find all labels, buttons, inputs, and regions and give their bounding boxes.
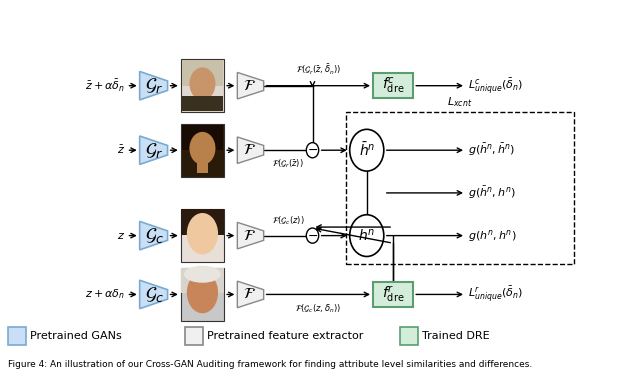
Bar — [185, 327, 203, 345]
Polygon shape — [140, 136, 168, 164]
Text: $\mathcal{G}_r$: $\mathcal{G}_r$ — [145, 141, 164, 160]
Text: $\bar{z} + \alpha\bar{\delta}_n$: $\bar{z} + \alpha\bar{\delta}_n$ — [84, 78, 125, 94]
Text: $\mathcal{G}_c$: $\mathcal{G}_c$ — [145, 285, 164, 304]
Polygon shape — [140, 222, 168, 250]
Polygon shape — [237, 281, 264, 308]
Bar — [180, 209, 224, 262]
Text: $L^c_{unique}(\bar{\delta}_n)$: $L^c_{unique}(\bar{\delta}_n)$ — [467, 76, 523, 96]
Polygon shape — [237, 73, 264, 99]
Text: $\mathcal{F}$: $\mathcal{F}$ — [243, 79, 255, 93]
Text: Trained DRE: Trained DRE — [422, 331, 490, 341]
Bar — [197, 162, 208, 173]
Text: $-$: $-$ — [307, 143, 318, 156]
Ellipse shape — [184, 266, 221, 283]
Ellipse shape — [187, 272, 218, 313]
Circle shape — [349, 129, 384, 171]
Polygon shape — [140, 280, 168, 309]
Text: $L^r_{unique}(\bar{\delta}_n)$: $L^r_{unique}(\bar{\delta}_n)$ — [467, 285, 523, 304]
Text: $g(\bar{h}^n, h^n)$: $g(\bar{h}^n, h^n)$ — [467, 185, 515, 201]
Text: $z$: $z$ — [117, 231, 125, 241]
Bar — [182, 125, 223, 150]
Text: $\mathcal{F}(\mathcal{G}_r(\bar{z}, \bar{\delta}_n))$: $\mathcal{F}(\mathcal{G}_r(\bar{z}, \bar… — [296, 63, 341, 77]
Ellipse shape — [189, 67, 216, 100]
Bar — [182, 96, 223, 111]
Polygon shape — [140, 71, 168, 100]
Text: $\mathcal{F}(\mathcal{G}_c(z, \delta_n))$: $\mathcal{F}(\mathcal{G}_c(z, \delta_n))… — [295, 303, 341, 316]
Bar — [180, 124, 224, 177]
Text: $h^n$: $h^n$ — [358, 228, 376, 244]
Text: $f^c_{\mathrm{dre}}$: $f^c_{\mathrm{dre}}$ — [382, 76, 404, 96]
FancyBboxPatch shape — [373, 73, 413, 98]
Bar — [346, 112, 573, 264]
Bar — [8, 327, 26, 345]
Bar — [400, 327, 418, 345]
Bar — [180, 268, 224, 321]
Text: $L_{xcnt}$: $L_{xcnt}$ — [447, 96, 472, 109]
Text: $\mathcal{F}$: $\mathcal{F}$ — [243, 228, 255, 243]
Circle shape — [307, 228, 319, 243]
Text: $z + \alpha\delta_n$: $z + \alpha\delta_n$ — [85, 288, 125, 301]
Bar — [197, 97, 208, 108]
Text: $\mathcal{G}_r$: $\mathcal{G}_r$ — [145, 76, 164, 95]
Bar — [180, 268, 224, 293]
Circle shape — [349, 215, 384, 256]
Circle shape — [307, 142, 319, 158]
Text: $\bar{h}^n$: $\bar{h}^n$ — [358, 141, 375, 159]
Text: $\mathcal{G}_c$: $\mathcal{G}_c$ — [145, 226, 164, 245]
Text: Pretrained feature extractor: Pretrained feature extractor — [207, 331, 364, 341]
Text: Figure 4: An illustration of our Cross-GAN Auditing framework for finding attrib: Figure 4: An illustration of our Cross-G… — [8, 359, 532, 369]
Text: $-$: $-$ — [307, 229, 318, 242]
Polygon shape — [237, 137, 264, 163]
Text: $\mathcal{F}(\mathcal{G}_c(z))$: $\mathcal{F}(\mathcal{G}_c(z))$ — [272, 215, 305, 227]
Text: $g(\bar{h}^n, \bar{h}^n)$: $g(\bar{h}^n, \bar{h}^n)$ — [467, 142, 515, 158]
Text: $\mathcal{F}(\mathcal{G}_r(\bar{z}))$: $\mathcal{F}(\mathcal{G}_r(\bar{z}))$ — [272, 158, 304, 170]
Bar — [182, 60, 223, 86]
Polygon shape — [237, 222, 264, 249]
Bar — [180, 209, 224, 235]
FancyBboxPatch shape — [373, 282, 413, 307]
Ellipse shape — [189, 132, 216, 165]
Text: Pretrained GANs: Pretrained GANs — [30, 331, 122, 341]
Text: $\mathcal{F}$: $\mathcal{F}$ — [243, 143, 255, 157]
Bar — [180, 59, 224, 112]
Text: $f^r_{\mathrm{dre}}$: $f^r_{\mathrm{dre}}$ — [382, 285, 404, 304]
Text: $g(h^n, h^n)$: $g(h^n, h^n)$ — [467, 228, 516, 244]
Text: $\bar{z}$: $\bar{z}$ — [117, 144, 125, 156]
Text: $\mathcal{F}$: $\mathcal{F}$ — [243, 287, 255, 301]
Ellipse shape — [187, 213, 218, 254]
